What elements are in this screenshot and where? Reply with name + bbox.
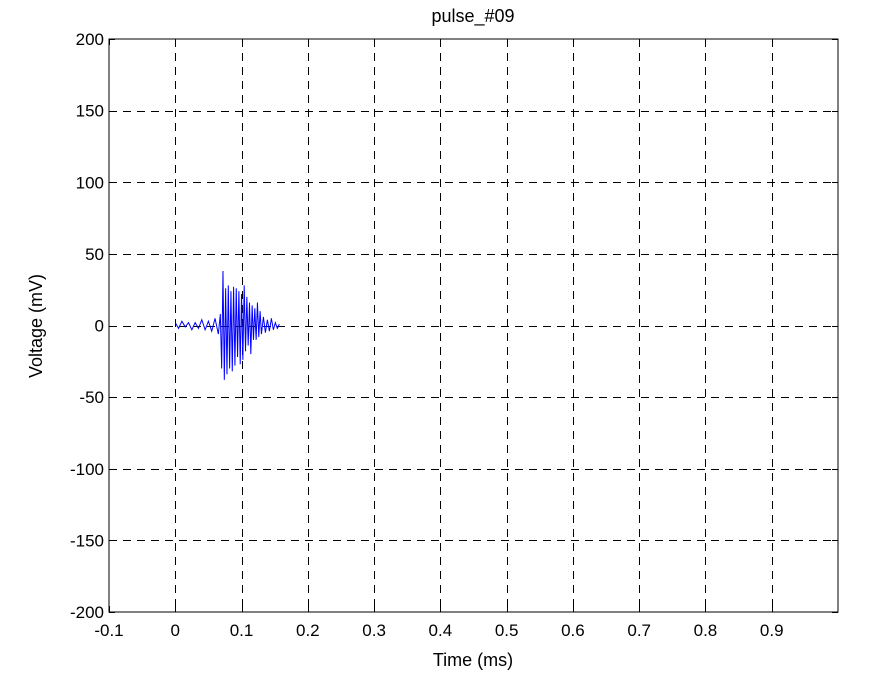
series-layer [174,271,280,380]
x-tick-label: 0.5 [495,621,519,640]
y-tick-label: -100 [70,460,104,479]
axis-ticks [109,39,838,613]
x-tick-label: 0.6 [561,621,585,640]
x-tick-label: 0.2 [296,621,320,640]
y-tick-label: -200 [70,603,104,622]
x-tick-label: 0.7 [627,621,651,640]
x-tick-label: 0 [171,621,180,640]
x-axis-label: Time (ms) [433,650,513,670]
y-tick-label: 50 [85,245,104,264]
x-tick-label: 0.3 [362,621,386,640]
y-tick-label: 200 [76,30,104,49]
grid-lines [109,39,838,612]
chart-title: pulse_#09 [431,6,514,27]
x-tick-label: -0.1 [94,621,123,640]
y-tick-label: -50 [79,388,104,407]
x-tick-labels: -0.1 0 0.1 0.2 0.3 0.4 0.5 0.6 0.7 0.8 0.9 [94,621,783,640]
x-tick-label: 0.9 [760,621,784,640]
y-tick-label: 150 [76,102,104,121]
y-tick-label: -150 [70,531,104,550]
x-tick-label: 0.1 [230,621,254,640]
y-tick-label: 0 [95,317,104,336]
y-tick-label: 100 [76,173,104,192]
y-tick-labels: 200 150 100 50 0 -50 -100 -150 -200 [70,30,104,622]
y-axis-label: Voltage (mV) [26,274,46,378]
x-tick-label: 0.4 [429,621,453,640]
x-tick-label: 0.8 [694,621,718,640]
plot-area-frame [108,38,839,613]
series-line [174,271,280,380]
